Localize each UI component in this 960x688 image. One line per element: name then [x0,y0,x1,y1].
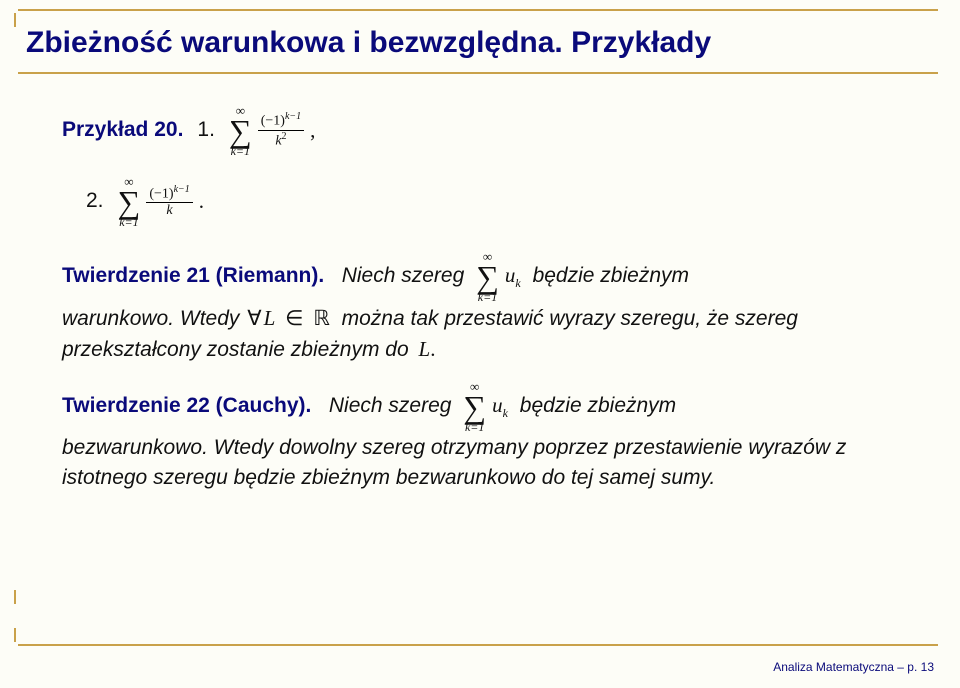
forall-symbol: ∀ [247,306,261,330]
theorem-22-label: Twierdzenie 22 (Cauchy). [62,394,311,417]
theorem-21-text-a: Niech szereg [330,264,464,287]
sum-lower: k=1 [119,216,138,228]
theorem-22-text-c: bezwarunkowo. Wtedy dowolny szereg otrzy… [62,436,846,489]
slide-footer: Analiza Matematyczna – p. 13 [773,660,934,674]
example-row-2: 2. ∞ ∑ k=1 (−1)k−1 k . [86,175,902,228]
example-row-1: Przykład 20. 1. ∞ ∑ k=1 (−1)k−1 k2 , [62,104,902,157]
sum-lower: k=1 [231,145,250,157]
term-uk: uk [505,260,521,293]
period-2: . [430,337,435,361]
sigma-icon: ∞ ∑ k=1 [476,250,499,303]
sigma-icon: ∞ ∑ k=1 [463,380,486,433]
sigma-icon: ∞ ∑ k=1 [118,175,141,228]
theorem-21-text-d: można tak przestawić wyrazy szeregu, że … [336,307,798,330]
frac-numerator: (−1)k−1 [258,112,304,131]
sum-expression-2: ∞ ∑ k=1 (−1)k−1 k . [118,175,204,228]
corner-notch [14,13,16,27]
frac-numerator: (−1)k−1 [146,185,192,204]
sigma-symbol: ∑ [463,391,486,423]
theorem-21-label: Twierdzenie 21 (Riemann). [62,264,324,287]
theorem-22-text-b: będzie zbieżnym [520,394,676,417]
frac-denominator: k2 [275,131,286,149]
theorem-22-text-a: Niech szereg [317,394,451,417]
corner-notch [14,628,16,642]
rule-bottom [18,644,938,646]
slide-title: Zbieżność warunkowa i bezwzględna. Przyk… [26,26,711,60]
rule-under-title [18,72,938,74]
trailing-period: . [199,186,204,216]
sum-expression-4: ∞ ∑ k=1 uk [463,380,508,433]
sigma-symbol: ∑ [476,261,499,293]
set-R: ℝ [313,306,330,330]
theorem-22: Twierdzenie 22 (Cauchy). Niech szereg ∞ … [62,380,902,494]
sum-lower: k=1 [478,291,497,303]
item-number-1: 1. [197,115,215,145]
item-number-2: 2. [86,186,104,216]
var-L-2: L [419,337,431,361]
fraction-2: (−1)k−1 k [146,185,192,219]
term-uk-2: uk [492,390,508,423]
rule-top [18,9,938,11]
sum-lower: k=1 [465,421,484,433]
sum-expression-1: ∞ ∑ k=1 (−1)k−1 k2 , [229,104,315,157]
trailing-comma: , [310,115,315,145]
theorem-21-text-e: przekształcony zostanie zbieżnym do [62,338,409,361]
example-label: Przykład 20. [62,115,183,145]
slide-body: Przykład 20. 1. ∞ ∑ k=1 (−1)k−1 k2 , 2. … [62,104,902,508]
theorem-21: Twierdzenie 21 (Riemann). Niech szereg ∞… [62,250,902,366]
theorem-21-text-b: będzie zbieżnym [533,264,689,287]
in-symbol: ∈ [285,306,303,330]
var-L: L [264,306,276,330]
theorem-21-text-c: warunkowo. Wtedy [62,307,239,330]
sigma-symbol: ∑ [118,186,141,218]
corner-notch [14,590,16,604]
fraction-1: (−1)k−1 k2 [258,112,304,148]
sigma-icon: ∞ ∑ k=1 [229,104,252,157]
frac-denominator: k [166,203,172,218]
sum-expression-3: ∞ ∑ k=1 uk [476,250,521,303]
sigma-symbol: ∑ [229,115,252,147]
